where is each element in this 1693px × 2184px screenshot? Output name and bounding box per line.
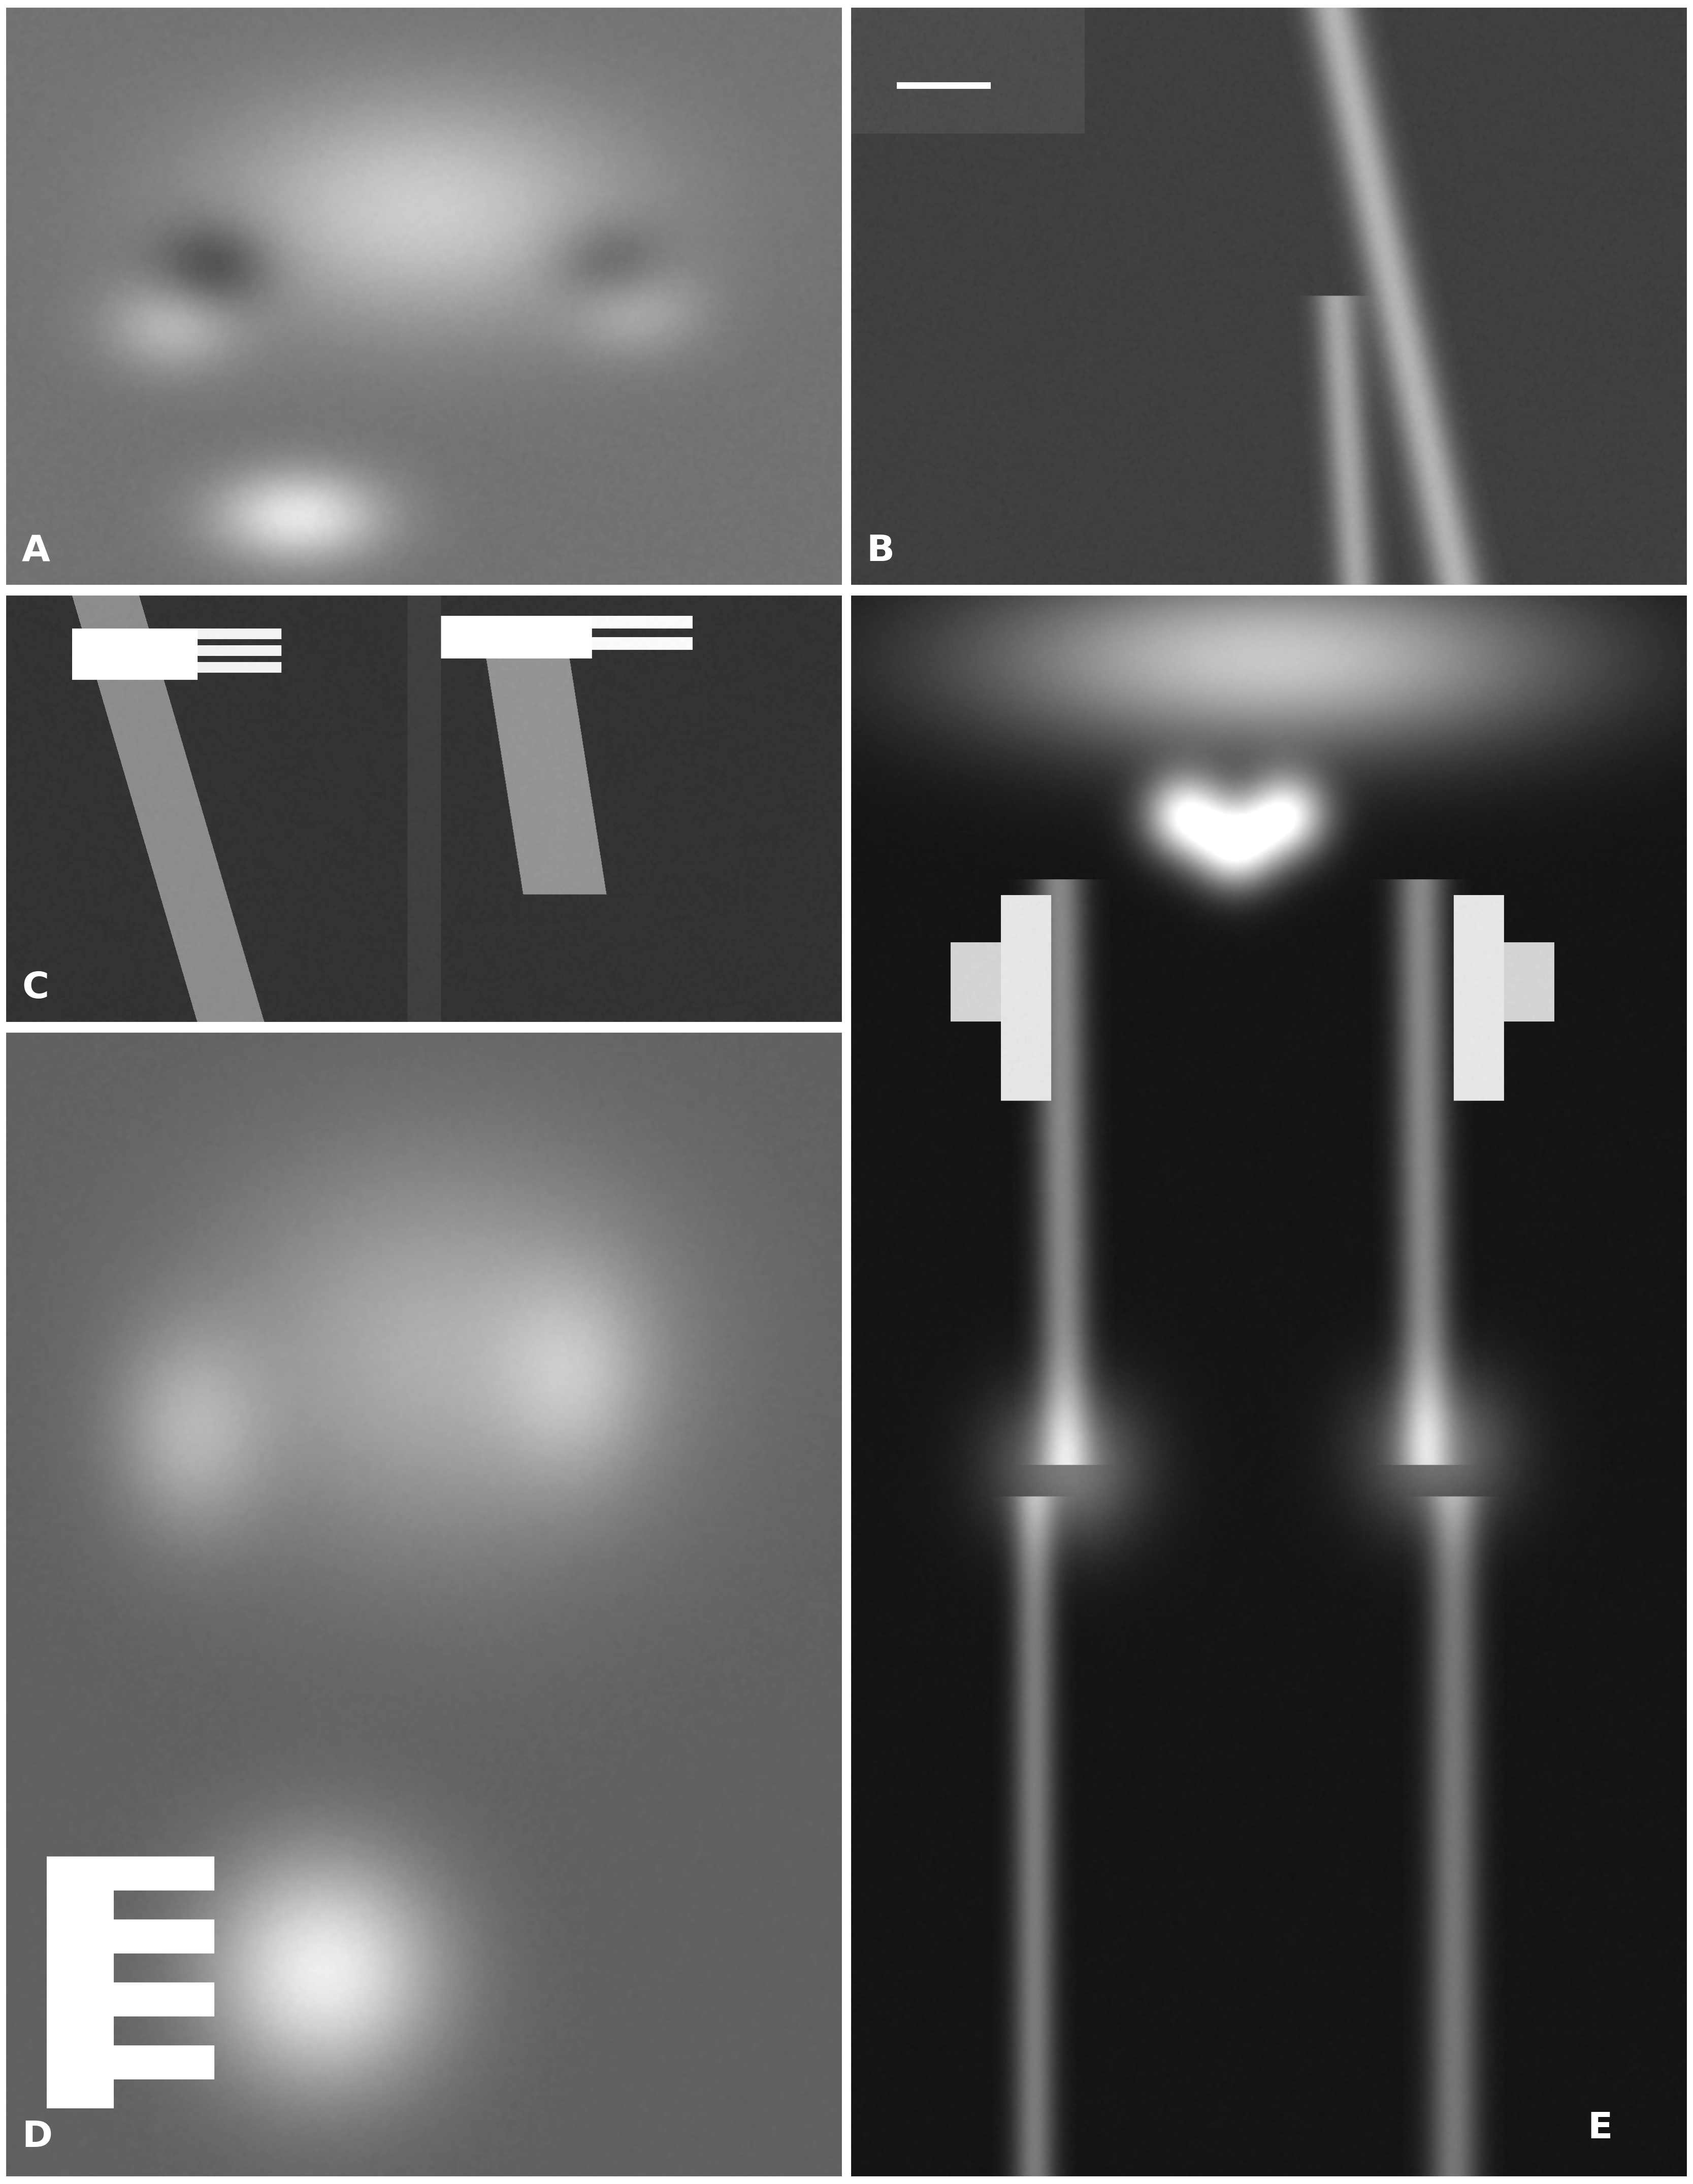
Text: E: E [1588, 2110, 1612, 2147]
Text: C: C [22, 970, 49, 1005]
Text: A: A [22, 533, 51, 568]
Text: D: D [22, 2118, 52, 2156]
Text: B: B [867, 533, 894, 568]
